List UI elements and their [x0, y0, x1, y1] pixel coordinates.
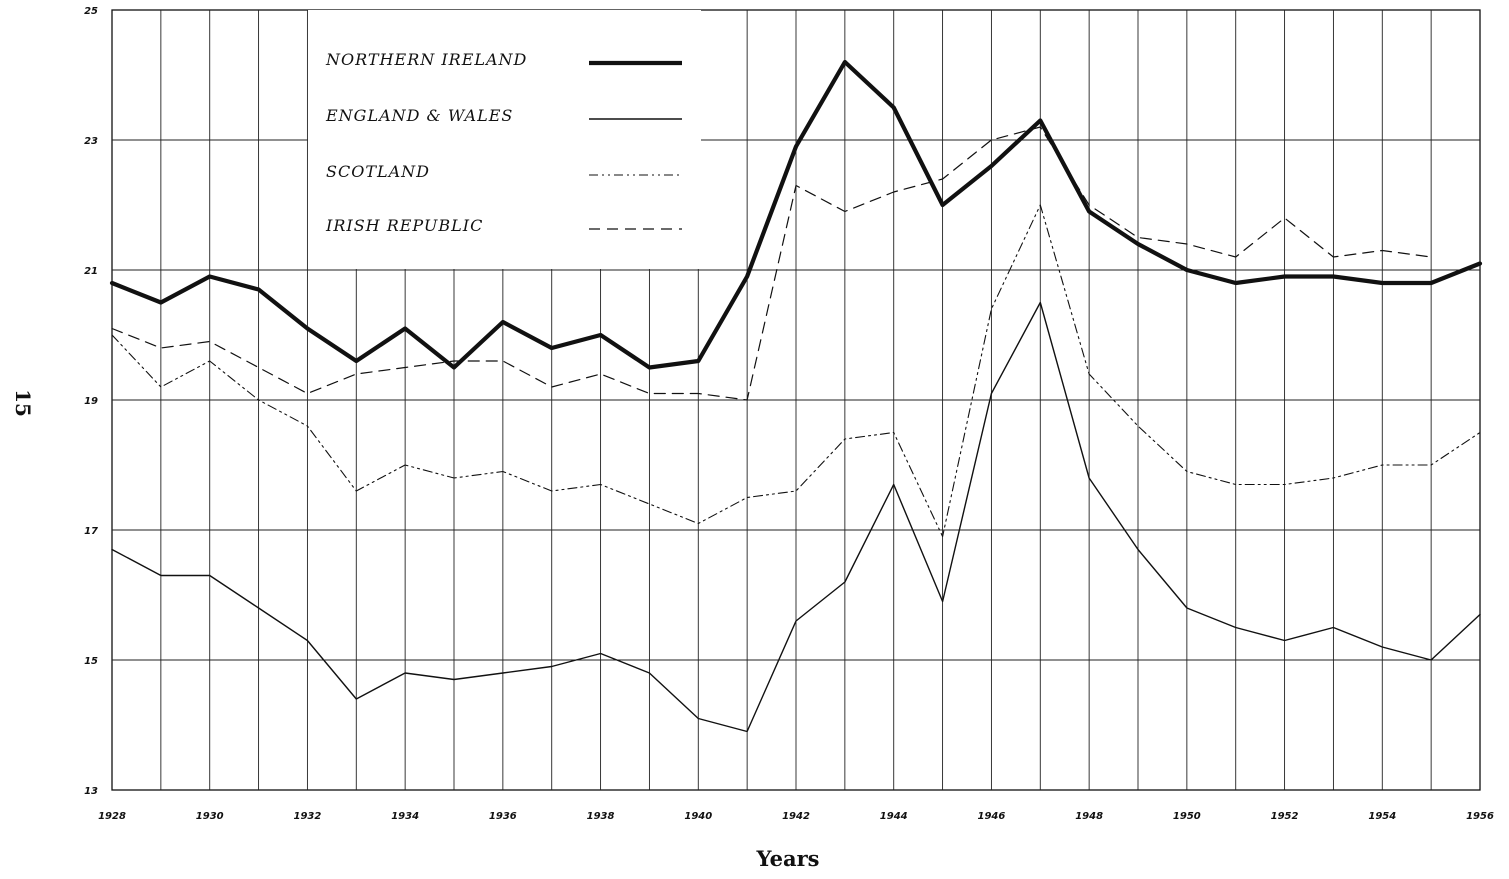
y-tick-label: 19 — [84, 396, 98, 407]
x-tick-label: 1948 — [1075, 811, 1103, 822]
x-tick-label: 1950 — [1173, 811, 1201, 822]
legend-label: NORTHERN IRELAND — [325, 50, 527, 69]
y-tick-label: 15 — [84, 656, 98, 667]
series-line-solid — [111, 301, 1481, 733]
y-tick-label: 17 — [84, 526, 98, 537]
x-tick-label: 1944 — [880, 811, 908, 822]
x-tick-label: 1940 — [684, 811, 712, 822]
y-tick-label: 25 — [84, 6, 98, 17]
x-tick-label: 1928 — [98, 811, 126, 822]
series-lines — [109, 59, 1483, 733]
y-tick-label: 21 — [84, 266, 98, 277]
x-tick-label: 1946 — [978, 811, 1006, 822]
series-line-dash-dot-dot — [111, 204, 1481, 538]
legend-label: IRISH REPUBLIC — [325, 216, 483, 235]
legend-label: SCOTLAND — [326, 162, 430, 181]
x-axis-label: Years — [755, 846, 819, 871]
x-tick-label: 1956 — [1466, 811, 1494, 822]
y-tick-label: 13 — [84, 786, 98, 797]
series-line-dashed — [111, 126, 1432, 401]
legend-box — [308, 10, 701, 269]
page-number: 15 — [11, 389, 35, 417]
x-tick-label: 1936 — [489, 811, 517, 822]
legend: NORTHERN IRELAND ENGLAND & WALES SCOTLAND I… — [325, 50, 682, 235]
x-tick-label: 1934 — [391, 811, 419, 822]
x-tick-label: 1930 — [196, 811, 224, 822]
axis-ticks: 1928 1930 1932 1934 1936 1938 1940 1942 1944 1946… — [84, 6, 1494, 822]
legend-label: ENGLAND & WALES — [325, 106, 513, 125]
series-line-thick — [109, 59, 1483, 370]
y-tick-label: 23 — [84, 136, 98, 147]
x-tick-label: 1932 — [294, 811, 322, 822]
x-tick-label: 1938 — [587, 811, 615, 822]
x-tick-label: 1942 — [782, 811, 810, 822]
x-tick-label: 1952 — [1271, 811, 1299, 822]
x-tick-label: 1954 — [1368, 811, 1396, 822]
